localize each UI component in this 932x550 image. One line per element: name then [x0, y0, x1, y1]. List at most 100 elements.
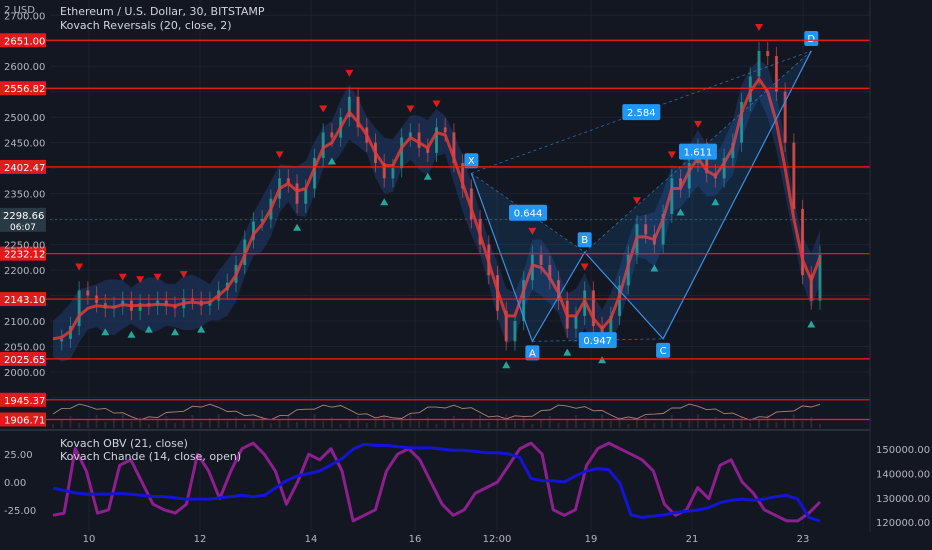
pattern-ratio-label: 1.611: [684, 148, 713, 159]
candle-body: [400, 137, 404, 169]
pattern-ratio-badge: [622, 104, 661, 121]
price-tick-label: 2450.00: [4, 139, 45, 150]
buy-marker: [807, 320, 816, 328]
pattern-point-badge: [464, 153, 479, 169]
price-tick-label: 2100.00: [4, 317, 45, 328]
volume-bar: [618, 417, 621, 428]
lower-right-tick: 130000.00: [876, 494, 930, 505]
volume-bar: [313, 414, 316, 428]
candle-body: [417, 132, 421, 148]
volume-bar: [269, 423, 272, 428]
candle-body: [426, 147, 430, 153]
buy-marker: [327, 157, 336, 165]
current-price-badge: [0, 207, 46, 232]
candle-body: [687, 163, 691, 189]
volume-bar: [426, 417, 429, 428]
candle-body: [504, 310, 508, 342]
volume-bar: [235, 417, 238, 428]
price-level-label: 2651.00: [4, 36, 45, 47]
candle-body: [548, 264, 552, 281]
symbol-title[interactable]: Ethereum / U.S. Dollar, 30, BITSTAMP: [60, 5, 265, 18]
volume-bar: [452, 416, 455, 428]
volume-bar: [487, 422, 490, 428]
lower-indicator-chande[interactable]: Kovach Chande (14, close, open): [60, 450, 242, 463]
candle-body: [356, 96, 360, 128]
reversal-markers: [75, 24, 816, 369]
volume-line: [52, 403, 821, 421]
candle-body: [321, 132, 325, 158]
candle-body: [679, 178, 683, 189]
volume-bar: [696, 414, 699, 428]
lower-left-tick: 0.00: [4, 478, 26, 489]
volume-bar: [705, 421, 708, 428]
candle-body: [391, 168, 395, 179]
pattern-point-badge: [656, 342, 671, 358]
buy-marker: [293, 223, 302, 231]
x-tick-label: 10: [83, 534, 96, 545]
price-tick-label: 2200.00: [4, 266, 45, 277]
price-level-badge: [0, 412, 46, 427]
volume-bar: [104, 422, 107, 428]
candle-body: [809, 275, 813, 301]
price-level-label: 2402.47: [4, 163, 45, 174]
candle-body: [382, 163, 386, 179]
volume-bar: [714, 417, 717, 428]
candle-body: [295, 183, 299, 204]
candle-body: [818, 254, 822, 301]
candle-body: [609, 315, 613, 337]
price-level-badge: [0, 292, 46, 307]
pattern-point-label: C: [660, 346, 667, 357]
candle-body: [260, 219, 264, 222]
volume-bar: [252, 420, 255, 428]
volume-bar: [505, 414, 508, 428]
candle-body: [740, 101, 744, 143]
volume-bar: [548, 416, 551, 428]
sell-marker: [432, 100, 441, 108]
x-tick-label: 21: [686, 534, 699, 545]
buy-marker: [502, 361, 511, 369]
volume-bar: [304, 418, 307, 428]
x-tick-label: 14: [305, 534, 318, 545]
volume-bar: [52, 424, 54, 428]
candle-body: [164, 300, 168, 306]
lower-left-tick: -25.00: [4, 506, 36, 517]
candle-body: [574, 315, 578, 329]
candle-body: [60, 338, 64, 342]
volume-bar: [470, 419, 473, 428]
price-tick-label: 2500.00: [4, 113, 45, 124]
indicator-label[interactable]: Kovach Reversals (20, close, 2): [60, 19, 232, 32]
volume-bar: [226, 421, 229, 428]
candle-body: [286, 178, 290, 184]
volume-bar: [731, 420, 734, 428]
current-price-value: 2298.66: [3, 211, 44, 222]
candle-body: [347, 96, 351, 118]
volume-bar: [322, 421, 325, 428]
candle-body: [618, 285, 622, 316]
volume-bar: [557, 423, 560, 428]
candle-body: [513, 321, 517, 342]
candle-body: [251, 221, 255, 240]
sell-marker: [319, 105, 328, 113]
sell-marker: [693, 120, 702, 128]
volume-bar: [278, 419, 281, 428]
buy-marker: [197, 325, 206, 333]
volume-bar: [418, 421, 421, 428]
volume-bar: [688, 418, 691, 428]
price-tick-label: 2700.00: [4, 11, 45, 22]
volume-bar: [330, 417, 333, 428]
volume-bar: [383, 415, 386, 428]
volume-bar: [121, 414, 124, 428]
pattern-ratio-line: [532, 338, 664, 342]
price-level-badge: [0, 246, 46, 261]
currency-label: 2 USD: [4, 5, 35, 16]
candle-body: [757, 50, 761, 77]
price-level-label: 1945.37: [4, 396, 45, 407]
volume-bar: [801, 421, 804, 428]
price-level-badge: [0, 392, 46, 407]
volume-bar: [513, 421, 516, 428]
lower-indicator-obv[interactable]: Kovach OBV (21, close): [60, 437, 188, 450]
volume-bar: [653, 423, 656, 428]
candle-body: [469, 188, 473, 220]
price-tick-label: 2250.00: [4, 241, 45, 252]
